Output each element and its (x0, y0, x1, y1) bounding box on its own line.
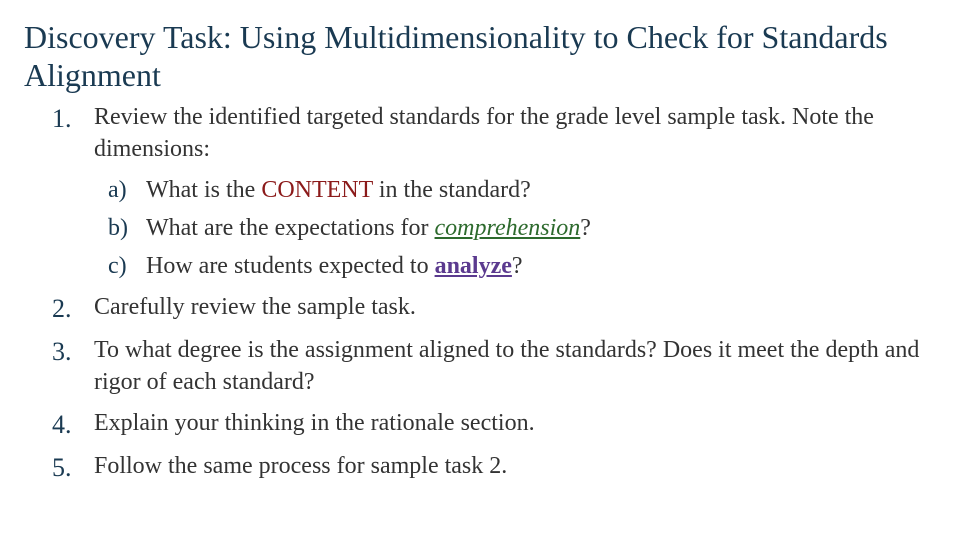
highlight-word: analyze (435, 253, 512, 279)
sub-text-post: ? (512, 253, 523, 279)
list-marker: 5. (52, 450, 94, 485)
sub-text-pre: How are students expected to (146, 253, 435, 279)
list-item: 3.To what degree is the assignment align… (52, 334, 936, 399)
list-item: 5.Follow the same process for sample tas… (52, 450, 936, 485)
list-text: Follow the same process for sample task … (94, 450, 936, 485)
list-text: Explain your thinking in the rationale s… (94, 407, 936, 442)
list-marker: 2. (52, 291, 94, 326)
list-marker: 3. (52, 334, 94, 399)
sub-text: How are students expected to analyze? (146, 250, 936, 282)
sub-text-post: ? (580, 215, 591, 241)
list-text: Carefully review the sample task. (94, 291, 936, 326)
highlight-word: CONTENT (261, 177, 373, 203)
list-marker: 4. (52, 407, 94, 442)
numbered-list: 1.Review the identified targeted standar… (24, 101, 936, 485)
sub-list: a)What is the CONTENT in the standard?b)… (52, 174, 936, 283)
sub-item: a)What is the CONTENT in the standard? (108, 174, 936, 206)
list-text: Review the identified targeted standards… (94, 101, 936, 166)
sub-marker: b) (108, 212, 146, 244)
sub-text: What is the CONTENT in the standard? (146, 174, 936, 206)
sub-item: c)How are students expected to analyze? (108, 250, 936, 282)
sub-marker: a) (108, 174, 146, 206)
sub-text-pre: What are the expectations for (146, 215, 435, 241)
list-marker: 1. (52, 101, 94, 166)
slide-title: Discovery Task: Using Multidimensionalit… (24, 18, 936, 95)
list-item: 2.Carefully review the sample task. (52, 291, 936, 326)
sub-text: What are the expectations for comprehens… (146, 212, 936, 244)
sub-text-post: in the standard? (373, 177, 531, 203)
sub-text-pre: What is the (146, 177, 261, 203)
list-text: To what degree is the assignment aligned… (94, 334, 936, 399)
sub-item: b)What are the expectations for comprehe… (108, 212, 936, 244)
highlight-word: comprehension (435, 215, 581, 241)
list-item: 4.Explain your thinking in the rationale… (52, 407, 936, 442)
sub-marker: c) (108, 250, 146, 282)
list-item: 1.Review the identified targeted standar… (52, 101, 936, 166)
